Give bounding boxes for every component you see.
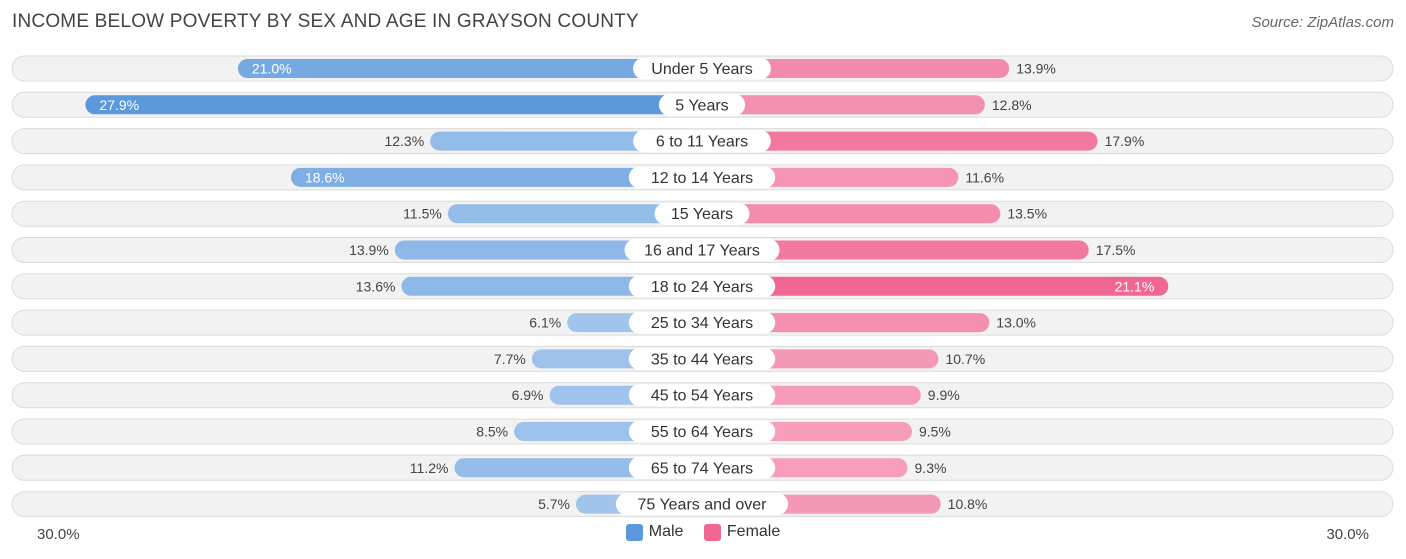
female-value-label: 17.9% xyxy=(1105,133,1145,149)
category-pill xyxy=(633,130,771,153)
legend-swatch-female xyxy=(703,523,721,541)
male-bar xyxy=(290,167,702,187)
chart-title: INCOME BELOW POVERTY BY SEX AND AGE IN G… xyxy=(12,11,639,32)
category-label: 25 to 34 Years xyxy=(651,315,753,332)
male-value-label: 18.6% xyxy=(305,169,345,185)
male-bar xyxy=(237,59,702,78)
male-value-label: 21.0% xyxy=(252,61,292,77)
category-pill xyxy=(628,456,776,479)
male-value-label: 6.9% xyxy=(512,387,544,403)
female-value-label: 9.9% xyxy=(928,387,960,403)
male-value-label: 8.5% xyxy=(476,424,508,440)
female-bar xyxy=(702,131,1098,151)
category-label: 12 to 14 Years xyxy=(651,170,753,187)
female-value-label: 13.0% xyxy=(996,315,1036,331)
category-pill xyxy=(628,275,776,298)
female-value-label: 10.8% xyxy=(948,496,988,512)
female-value-label: 13.5% xyxy=(1007,206,1047,222)
legend-label-female: Female xyxy=(726,523,781,540)
category-label: 16 and 17 Years xyxy=(644,243,760,260)
male-value-label: 5.7% xyxy=(538,496,570,512)
category-label: Under 5 Years xyxy=(651,61,752,78)
legend-item-male[interactable]: Male xyxy=(625,523,684,541)
female-value-label: 10.7% xyxy=(945,351,985,367)
female-bar xyxy=(702,204,1001,224)
category-pill xyxy=(633,57,771,80)
legend-swatch-male xyxy=(625,523,643,541)
male-value-label: 7.7% xyxy=(494,351,526,367)
legend: Male Female xyxy=(0,523,1406,546)
legend-item-female[interactable]: Female xyxy=(703,523,781,541)
chart-source: Source: ZipAtlas.com xyxy=(1251,14,1394,31)
female-value-label: 12.8% xyxy=(992,97,1032,113)
category-pill xyxy=(615,493,789,516)
female-bar xyxy=(702,59,1010,78)
male-value-label: 13.6% xyxy=(356,278,396,294)
category-pill xyxy=(624,239,780,261)
category-pill xyxy=(654,202,750,225)
category-label: 6 to 11 Years xyxy=(656,134,748,151)
category-pill xyxy=(628,347,776,370)
male-bar xyxy=(401,276,702,296)
female-value-label: 13.9% xyxy=(1016,61,1056,77)
male-value-label: 11.5% xyxy=(403,206,442,222)
male-value-label: 11.2% xyxy=(410,460,449,476)
axis-left-label: 30.0% xyxy=(37,526,80,543)
female-bar xyxy=(702,95,985,115)
category-pill xyxy=(628,166,776,189)
category-label: 65 to 74 Years xyxy=(651,460,753,477)
male-bar xyxy=(430,131,702,151)
male-value-label: 27.9% xyxy=(99,97,139,113)
female-value-label: 17.5% xyxy=(1096,242,1136,258)
male-bar xyxy=(447,204,702,224)
category-pill xyxy=(658,93,746,116)
female-value-label: 21.1% xyxy=(1115,278,1155,294)
male-bar xyxy=(85,95,702,115)
category-label: 75 Years and over xyxy=(638,497,768,514)
category-pill xyxy=(628,420,776,443)
category-label: 18 to 24 Years xyxy=(651,279,753,296)
category-label: 55 to 64 Years xyxy=(651,424,753,441)
category-label: 45 to 54 Years xyxy=(651,388,753,405)
category-label: 15 Years xyxy=(671,206,733,223)
category-pill xyxy=(628,384,776,407)
female-value-label: 9.5% xyxy=(919,424,951,440)
category-label: 35 to 44 Years xyxy=(651,351,753,368)
male-bar xyxy=(394,240,702,260)
female-bar xyxy=(702,276,1169,296)
female-value-label: 11.6% xyxy=(965,169,1004,185)
female-bar xyxy=(702,240,1089,260)
legend-label-male: Male xyxy=(648,523,684,540)
male-value-label: 12.3% xyxy=(384,133,424,149)
chart-plot: Under 5 Years 21.0% 13.9% 5 Years 27.9% 12.8%… xyxy=(11,55,1394,518)
male-value-label: 13.9% xyxy=(349,242,389,258)
category-label: 5 Years xyxy=(675,97,728,114)
axis-right-label: 30.0% xyxy=(1326,526,1369,543)
female-value-label: 9.3% xyxy=(915,460,947,476)
category-pill xyxy=(628,311,776,334)
male-value-label: 6.1% xyxy=(529,315,561,331)
